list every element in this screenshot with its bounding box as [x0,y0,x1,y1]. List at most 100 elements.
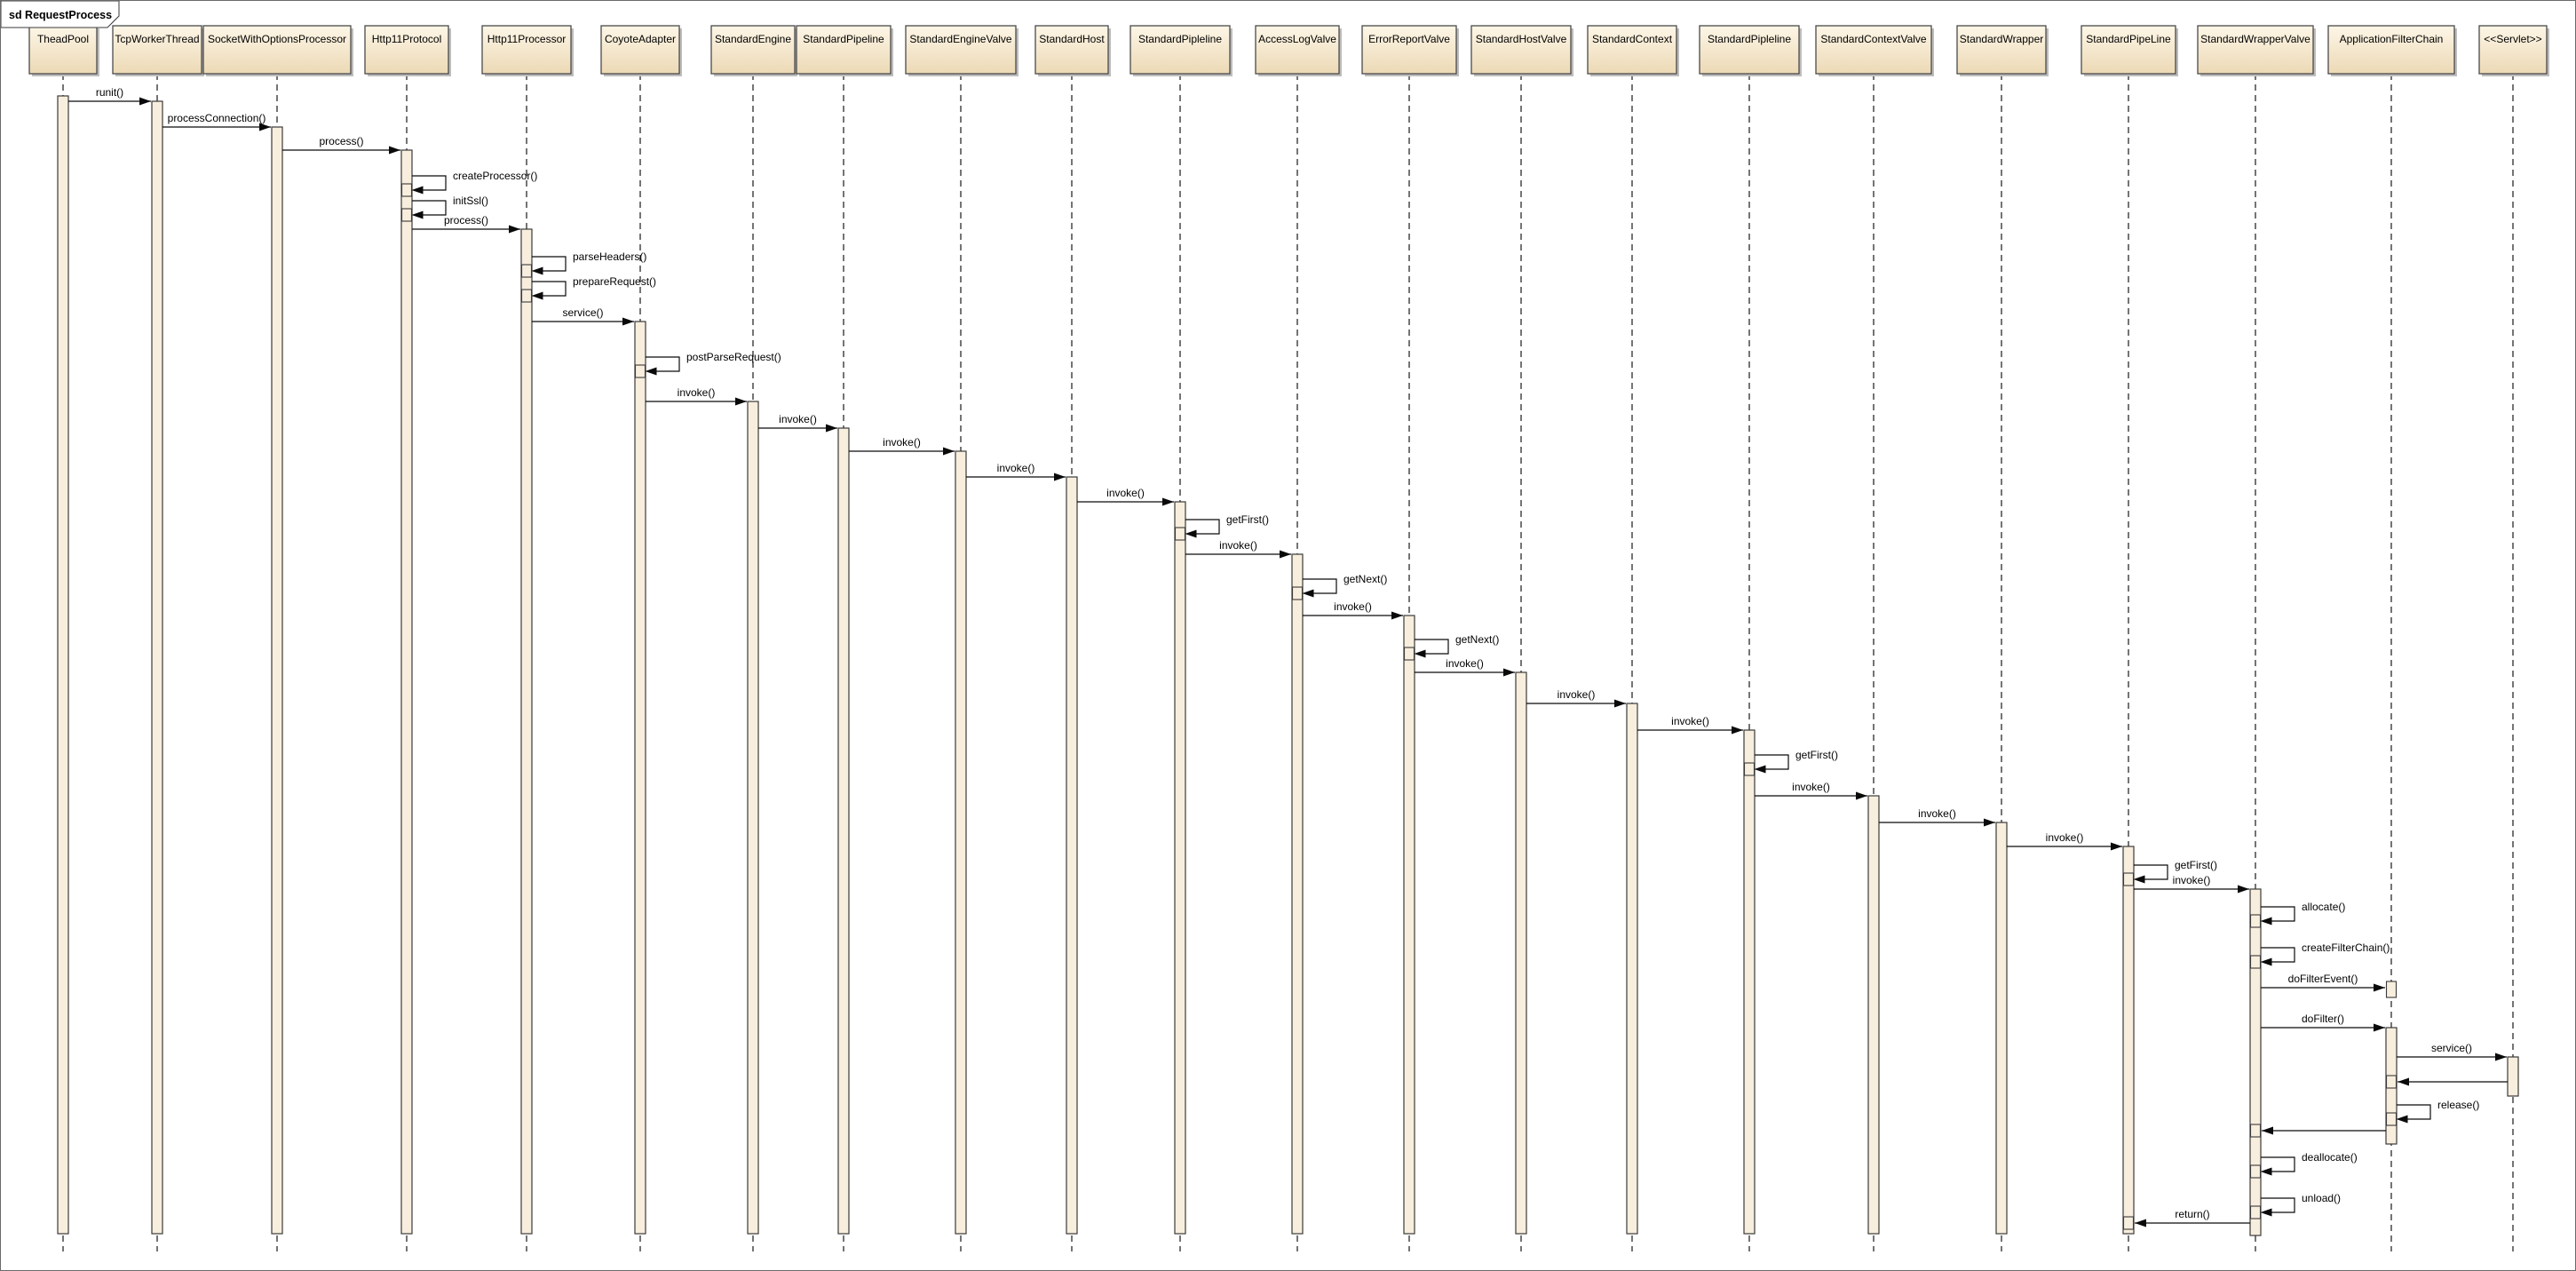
head-box [1815,25,1932,75]
message-parseHeaders-6[interactable]: parseHeaders() [520,250,647,278]
message-invoke-25[interactable]: invoke() [1879,807,1995,827]
activation-bar-5[interactable] [634,321,646,1235]
message-service-8[interactable]: service() [532,306,634,326]
activation-bar-21[interactable] [2507,1056,2519,1097]
lifeline-head-21[interactable]: <<Servlet>> [2478,25,2549,76]
message-invoke-28[interactable]: invoke() [2134,874,2249,894]
activation-bar-9[interactable] [1066,476,1078,1235]
message-initSsl-4[interactable]: initSsl() [400,195,489,222]
message-invoke-21[interactable]: invoke() [1526,688,1626,708]
message-service-33[interactable]: service() [2397,1042,2507,1061]
lifeline-name: StandardHostValve [1476,33,1567,45]
activation-bar-17[interactable] [1995,822,2008,1235]
message-processConnection-1[interactable]: processConnection() [162,112,271,131]
activation-bar-7[interactable] [837,427,850,1235]
lifeline-head-10[interactable]: StandardPipleline [1129,25,1233,76]
activation-bar-13[interactable] [1515,671,1527,1235]
message-getNext-17[interactable]: getNext() [1291,573,1388,600]
nested-activation [634,364,646,378]
lifeline-head-15[interactable]: StandardPipleline [1699,25,1802,76]
message-getFirst-15[interactable]: getFirst() [1174,513,1270,541]
activation-bar-1[interactable] [151,100,163,1235]
receive-activation[interactable] [2122,1216,2135,1230]
lifeline-head-3[interactable]: Http11Protocol [364,25,451,76]
lifeline-head-17[interactable]: StandardWrapper [1956,25,2049,76]
lifeline-head-7[interactable]: StandardPipeline [796,25,893,76]
activation-bar-18[interactable] [2122,846,2135,1235]
nested-activation [2249,1205,2262,1219]
activation-bar-8[interactable] [955,450,967,1235]
receive-activation[interactable] [2385,1075,2398,1089]
message-invoke-14[interactable]: invoke() [1077,487,1174,506]
lifeline-head-5[interactable]: CoyoteAdapter [600,25,682,76]
lifeline-head-18[interactable]: StandardPipeLine [2081,25,2178,76]
message-release-35[interactable]: release() [2385,1099,2480,1126]
message-process-2[interactable]: process() [282,135,400,155]
message-runit-0[interactable]: runit() [68,86,151,106]
message-invoke-22[interactable]: invoke() [1637,715,1743,735]
activation-bar-0[interactable] [57,95,69,1235]
message-process-5[interactable]: process() [412,214,520,234]
activation-bar-16[interactable] [1867,795,1880,1235]
message-prepareRequest-7[interactable]: prepareRequest() [520,275,657,303]
activation-bar-10[interactable] [1174,501,1186,1235]
lifeline-head-16[interactable]: StandardContextValve [1815,25,1934,76]
activation-bar-4[interactable] [520,228,533,1235]
message-getNext-19[interactable]: getNext() [1403,633,1500,661]
message-invoke-24[interactable]: invoke() [1755,781,1867,800]
lifeline-head-1[interactable]: TcpWorkerThread [112,25,204,76]
message-doFilter-32[interactable]: doFilter() [2261,1013,2385,1032]
message-invoke-11[interactable]: invoke() [758,413,837,433]
message-invoke-16[interactable]: invoke() [1185,539,1291,559]
activation-bar-14[interactable] [1626,703,1638,1235]
lifeline-head-9[interactable]: StandardHost [1034,25,1111,76]
message-getFirst-23[interactable]: getFirst() [1743,749,1839,776]
message-label: getFirst() [2175,859,2217,871]
message-deallocate-37[interactable]: deallocate() [2249,1151,2358,1179]
activation-bar-3[interactable] [400,149,413,1235]
lifeline-head-8[interactable]: StandardEngineValve [905,25,1019,76]
message-getFirst-27[interactable]: getFirst() [2122,859,2218,886]
self-message-line [412,175,447,191]
arrowhead-icon [2262,1126,2273,1135]
message-createProcessor-3[interactable]: createProcessor() [400,170,538,197]
activation-bar-11[interactable] [1291,553,1304,1235]
message-allocate-29[interactable]: allocate() [2249,901,2346,928]
message-return-34[interactable] [2398,1077,2508,1086]
activation-bar-15[interactable] [1743,729,1756,1235]
activation-bar-2[interactable] [271,126,283,1235]
message-label: doFilter() [2302,1013,2344,1025]
message-createFilterChain-30[interactable]: createFilterChain() [2249,941,2390,969]
lifeline-head-19[interactable]: StandardWrapperValve [2197,25,2316,76]
message-label: service() [562,306,603,319]
message-invoke-18[interactable]: invoke() [1303,600,1403,620]
lifeline-head-2[interactable]: SocketWithOptionsProcessor [202,25,353,76]
activation-bar-6[interactable] [747,401,759,1235]
arrowhead-icon [2396,1115,2408,1124]
arrowhead-icon [1856,791,1867,800]
message-return-36[interactable] [2262,1126,2386,1135]
message-invoke-13[interactable]: invoke() [966,462,1066,481]
lifeline-head-14[interactable]: StandardContext [1587,25,1679,76]
lifeline-head-11[interactable]: AccessLogValve [1255,25,1342,76]
message-invoke-12[interactable]: invoke() [849,436,955,456]
message-invoke-26[interactable]: invoke() [2007,831,2122,851]
lifeline-name: StandardEngineValve [909,33,1012,45]
message-unload-38[interactable]: unload() [2249,1192,2342,1219]
lifeline-head-13[interactable]: StandardHostValve [1470,25,1573,76]
lifeline-head-6[interactable]: StandardEngine [710,25,797,76]
message-doFilterEvent-31[interactable]: doFilterEvent() [2261,973,2385,992]
receive-activation[interactable] [2385,981,2398,998]
message-invoke-20[interactable]: invoke() [1415,657,1515,677]
message-invoke-10[interactable]: invoke() [646,386,747,406]
message-return-39[interactable]: return() [2135,1208,2250,1227]
receive-activation[interactable] [2249,1124,2262,1138]
message-postParseRequest-9[interactable]: postParseRequest() [634,351,781,378]
activation-bar-12[interactable] [1403,615,1415,1235]
lifeline-head-20[interactable]: ApplicationFilterChain [2327,25,2457,76]
lifeline-head-4[interactable]: Http11Processor [481,25,574,76]
lifeline-head-0[interactable]: TheadPool [28,25,99,76]
lifeline-head-12[interactable]: ErrorReportValve [1361,25,1459,76]
activation-bar-19[interactable] [2249,888,2262,1236]
